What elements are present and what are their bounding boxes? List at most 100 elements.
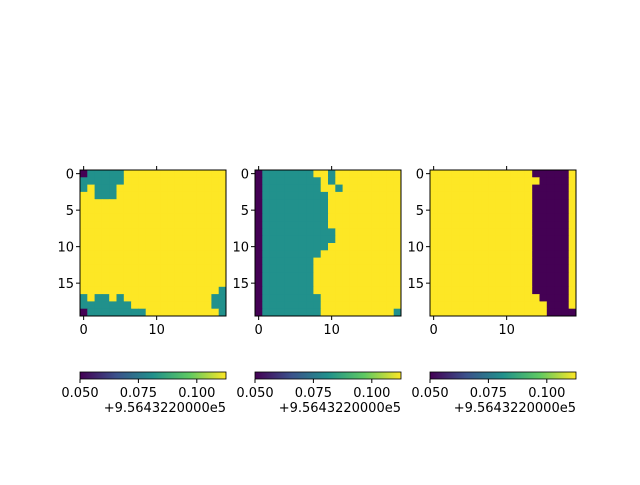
heatmap-cell: [262, 294, 270, 302]
heatmap-cell: [430, 279, 438, 288]
heatmap-cell: [80, 279, 88, 288]
heatmap-cell: [116, 279, 125, 288]
colorbar-offset-label: +9.5643220000e5: [104, 401, 226, 416]
heatmap-cell: [481, 243, 489, 251]
heatmap-cell: [306, 221, 314, 229]
heatmap-cell: [320, 199, 329, 207]
heatmap-cell: [211, 257, 220, 266]
axes-frame: [429, 169, 577, 317]
heatmap-cell: [328, 213, 336, 222]
heatmap-cell: [524, 170, 533, 178]
heatmap-cell: [218, 177, 227, 185]
heatmap-cell: [371, 191, 380, 200]
heatmap-cell: [510, 250, 518, 258]
heatmap-cell: [488, 170, 497, 178]
heatmap-cell: [546, 191, 555, 200]
heatmap-cell: [276, 221, 285, 229]
heatmap-cell: [386, 272, 395, 280]
heatmap-cell: [211, 272, 220, 280]
heatmap-cell: [87, 308, 95, 317]
heatmap-cell: [503, 213, 511, 222]
heatmap-cell: [306, 235, 314, 244]
heatmap-cell: [218, 286, 227, 295]
heatmap-cell: [131, 213, 139, 222]
heatmap-cell: [451, 170, 460, 178]
heatmap-cell: [94, 272, 103, 280]
heatmap-cell: [167, 294, 176, 302]
heatmap-cell: [320, 177, 329, 185]
heatmap-cell: [495, 272, 504, 280]
heatmap-cell: [371, 294, 380, 302]
heatmap-cell: [262, 264, 270, 273]
heatmap-cell: [160, 243, 168, 251]
heatmap-cell: [495, 191, 504, 200]
heatmap-cell: [568, 308, 577, 317]
heatmap-cell: [371, 257, 380, 266]
heatmap-cell: [94, 170, 103, 178]
heatmap-cell: [532, 301, 540, 310]
heatmap-cell: [218, 264, 227, 273]
heatmap-cell: [335, 213, 343, 222]
heatmap-cell: [379, 177, 387, 185]
heatmap-cell: [313, 170, 322, 178]
heatmap-cell: [174, 308, 183, 317]
heatmap-cell: [101, 243, 110, 251]
heatmap-cell: [189, 250, 198, 258]
heatmap-cell: [269, 279, 278, 288]
heatmap-cell: [517, 301, 526, 310]
heatmap-cell: [145, 228, 154, 237]
heatmap-cell: [473, 301, 482, 310]
heatmap-cell: [284, 257, 292, 266]
heatmap-cell: [466, 243, 475, 251]
heatmap-cell: [371, 170, 380, 178]
heatmap-cell: [116, 308, 125, 317]
colorbar-offset-label: +9.5643220000e5: [454, 401, 576, 416]
heatmap-cell: [284, 235, 292, 244]
heatmap-cell: [349, 184, 358, 193]
heatmap-cell: [473, 199, 482, 207]
heatmap-cell: [488, 228, 497, 237]
heatmap-cell: [473, 264, 482, 273]
heatmap-cell: [174, 243, 183, 251]
heatmap-cell: [481, 206, 489, 215]
heatmap-cell: [94, 286, 103, 295]
heatmap-cell: [116, 301, 125, 310]
heatmap-cell: [204, 170, 212, 178]
heatmap-cell: [510, 257, 518, 266]
x-tick-label: 10: [323, 323, 340, 338]
heatmap-cell: [328, 286, 336, 295]
colorbar: 0.050 0.075 0.100+9.5643220000e5: [61, 371, 227, 416]
heatmap-cell: [342, 228, 351, 237]
heatmap-cell: [87, 170, 95, 178]
heatmap-cell: [204, 228, 212, 237]
heatmap-cell: [532, 264, 540, 273]
heatmap-cell: [80, 243, 88, 251]
heatmap-cell: [451, 228, 460, 237]
heatmap-cell: [568, 294, 577, 302]
heatmap-cell: [473, 308, 482, 317]
heatmap-cell: [145, 257, 154, 266]
heatmap-cell: [517, 191, 526, 200]
heatmap-cell: [167, 235, 176, 244]
heatmap-cell: [313, 221, 322, 229]
heatmap-cell: [488, 272, 497, 280]
heatmap-cell: [459, 213, 467, 222]
heatmap-cell: [189, 221, 198, 229]
heatmap-cell: [167, 221, 176, 229]
heatmap-cell: [153, 184, 161, 193]
heatmap-cell: [80, 294, 88, 302]
heatmap-cell: [357, 206, 365, 215]
heatmap-cell: [131, 228, 139, 237]
heatmap-cell: [291, 235, 300, 244]
heatmap-cell: [189, 243, 198, 251]
heatmap-cell: [131, 199, 139, 207]
heatmap-cell: [561, 250, 570, 258]
heatmap-cell: [276, 294, 285, 302]
heatmap-cell: [364, 206, 373, 215]
heatmap-cell: [313, 250, 322, 258]
heatmap-cell: [532, 250, 540, 258]
heatmap-cell: [138, 264, 147, 273]
heatmap-cell: [539, 264, 548, 273]
heatmap-cell: [488, 308, 497, 317]
heatmap-cell: [123, 250, 132, 258]
